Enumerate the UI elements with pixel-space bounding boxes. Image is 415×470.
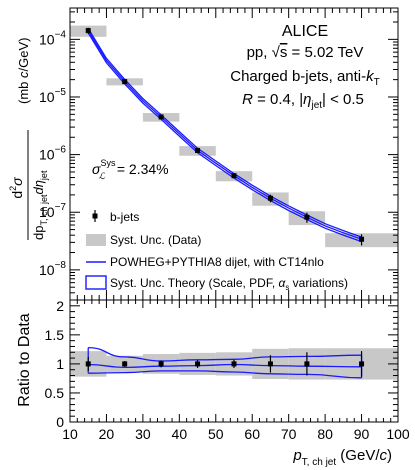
x-tick-label: 40 [172, 426, 188, 442]
ratio-theory-upper [88, 346, 362, 362]
ratio-point [85, 361, 91, 367]
ratio-y-tick-label: 2 [56, 298, 64, 314]
ratio-point [122, 361, 128, 367]
svg-text:(mb c/GeV): (mb c/GeV) [16, 38, 31, 104]
ratio-point [359, 361, 365, 367]
ratio-y-label: Ratio to Data [16, 313, 33, 406]
x-tick-label: 50 [208, 426, 224, 442]
y-tick-label: 10−4 [39, 29, 66, 47]
lumi-uncertainty-label: σSys ℒ = 2.34% [92, 158, 169, 181]
ratio-point [231, 361, 237, 367]
legend-entry-theory-band: Syst. Unc. Theory (Scale, PDF, αs variat… [85, 275, 348, 292]
y-tick-label: 10−5 [39, 87, 66, 105]
jet-type-label: Charged b-jets, anti-kT [230, 68, 380, 88]
theory-band-upper [87, 28, 362, 238]
ratio-y-tick-label: 1.5 [45, 327, 65, 343]
svg-text:Syst. Unc. Theory (Scale, PDF,: Syst. Unc. Theory (Scale, PDF, αs variat… [110, 276, 348, 292]
radius-label: R = 0.4, |ηjet| < 0.5 [242, 91, 364, 111]
energy-label: pp, √s = 5.02 TeV [247, 44, 364, 61]
data-point [158, 114, 164, 120]
x-tick-label: 80 [317, 426, 333, 442]
ratio-frame [69, 299, 399, 423]
data-point [267, 195, 273, 201]
x-tick-label: 10 [62, 426, 78, 442]
ratio-point [267, 361, 273, 367]
data-point [304, 214, 310, 220]
svg-text:Syst. Unc. (Data): Syst. Unc. (Data) [110, 233, 201, 247]
data-point [195, 147, 201, 153]
spectrum-theory [87, 28, 363, 243]
svg-text:dpT, ch jetdηjet: dpT, ch jetdηjet [31, 170, 49, 240]
ratio-data-points [85, 351, 365, 377]
x-tick-label: 90 [354, 426, 370, 442]
ratio-theory-lower [88, 370, 362, 379]
y-tick-label: 10−7 [39, 202, 66, 220]
legend-entry-theory: POWHEG+PYTHIA8 dijet, with CT14nlo [86, 255, 324, 269]
svg-text:d2σ: d2σ [8, 177, 25, 199]
data-point [231, 173, 237, 179]
ratio-y-tick-label: 0 [56, 414, 64, 430]
ratio-y-tick-label: 0.5 [45, 385, 65, 401]
svg-text:POWHEG+PYTHIA8 dijet, with CT1: POWHEG+PYTHIA8 dijet, with CT14nlo [110, 255, 324, 269]
spectrum-panel [70, 8, 398, 300]
x-tick-label: 20 [99, 426, 115, 442]
x-tick-label: 70 [281, 426, 297, 442]
chart-title: ALICE [282, 23, 328, 40]
theory-curve [87, 30, 362, 240]
ratio-theory-curve [88, 363, 362, 369]
data-point [122, 79, 128, 85]
legend-entry-data: b-jets [92, 210, 139, 224]
svg-text:b-jets: b-jets [110, 210, 139, 224]
ratio-point [158, 361, 164, 367]
spectrum-data-points [85, 27, 365, 246]
ratio-point [304, 361, 310, 367]
legend: b-jets Syst. Unc. (Data) POWHEG+PYTHIA8 … [85, 210, 348, 292]
y-tick-label: 10−6 [39, 145, 66, 163]
x-tick-label: 30 [135, 426, 151, 442]
ratio-axes: 0 0.5 1 1.5 2 10 20 30 40 50 60 70 80 90 100 [45, 298, 410, 442]
spectrum-y-axis: 10−8 10−7 10−6 10−5 10−4 [39, 8, 399, 301]
x-axis-label: pT, ch jet (GeV/c) [292, 447, 392, 468]
y-tick-label: 10−8 [39, 260, 66, 278]
data-point [359, 236, 365, 242]
legend-entry-syst-data: Syst. Unc. (Data) [86, 233, 201, 247]
ratio-point [195, 361, 201, 367]
x-tick-label: 100 [386, 426, 410, 442]
spectrum-y-label: d2σ dpT, ch jetdηjet (mb c/GeV) [8, 38, 49, 240]
ratio-y-tick-label: 1 [56, 356, 64, 372]
data-point [85, 28, 91, 34]
x-tick-label: 60 [244, 426, 260, 442]
theory-band-lower [87, 32, 362, 243]
